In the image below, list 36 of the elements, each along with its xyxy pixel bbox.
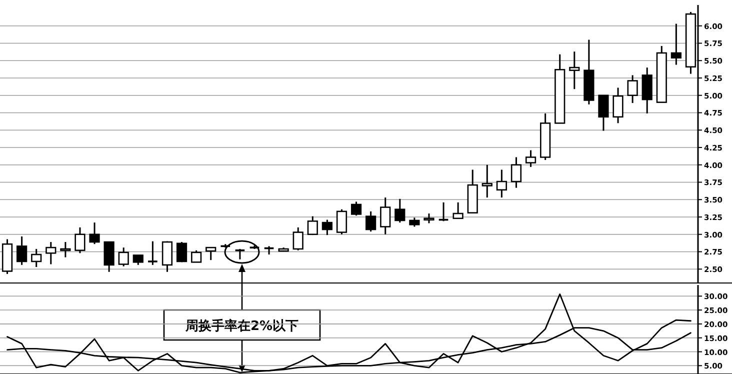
candlestick	[89, 222, 100, 245]
candlestick	[380, 196, 391, 236]
candlestick	[336, 208, 348, 236]
candlestick	[322, 219, 332, 236]
candlestick	[627, 74, 638, 104]
candlestick	[31, 248, 42, 268]
candlestick	[46, 241, 56, 265]
candlestick	[176, 241, 188, 263]
candlestick	[409, 216, 420, 228]
candlestick	[525, 150, 536, 168]
candlestick	[496, 168, 507, 198]
candlestick	[366, 210, 376, 232]
candlestick	[16, 236, 28, 266]
candlestick	[438, 202, 450, 222]
candlestick	[74, 226, 86, 254]
candlestick	[191, 250, 202, 263]
candlestick	[147, 240, 158, 266]
candlestick	[132, 254, 144, 266]
candlestick	[670, 23, 682, 66]
candlestick	[612, 86, 624, 124]
candlestick	[118, 246, 129, 268]
candlestick	[292, 226, 304, 252]
candlestick	[482, 164, 492, 198]
candlestick	[307, 216, 318, 236]
candlestick	[206, 246, 216, 261]
candlestick	[598, 94, 609, 132]
candlestick	[424, 212, 434, 224]
candlestick	[350, 200, 362, 216]
candlestick	[394, 198, 406, 224]
candlestick	[510, 156, 522, 189]
candlestick	[162, 240, 173, 273]
candlestick	[452, 202, 464, 220]
candlestick	[60, 241, 71, 258]
candlestick	[569, 50, 580, 90]
candlestick	[104, 241, 114, 273]
candlestick	[234, 248, 246, 260]
